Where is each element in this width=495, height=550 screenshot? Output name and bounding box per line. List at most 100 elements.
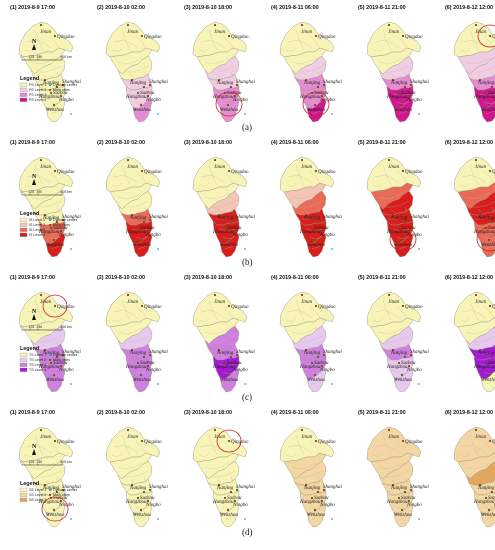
county-boundary [135, 101, 149, 105]
city-label: Qingdao [405, 35, 423, 40]
city-marker [52, 373, 56, 377]
county-boundary [461, 444, 487, 454]
city-label: Ningbo [406, 233, 422, 238]
county-boundary [198, 452, 210, 458]
legend-level-label: IS Level 1 [29, 218, 45, 222]
county-boundary [143, 71, 147, 79]
city-marker [217, 348, 221, 352]
county-boundary [372, 47, 384, 53]
city-label: Ningbo [319, 368, 335, 373]
region-area [132, 232, 153, 258]
city-label: Nanjing [42, 216, 60, 221]
scale-label: 250 [37, 190, 43, 194]
city-marker [474, 428, 478, 432]
region-area [306, 97, 327, 123]
province-map: JinanQingdaoNanjingShanghaiSuzhouHangzho… [453, 426, 495, 528]
county-boundary [42, 208, 48, 214]
cyclone-center-marker [331, 383, 333, 385]
scale-label: 250 [37, 55, 43, 59]
city-marker [52, 103, 56, 107]
county-boundary [143, 476, 147, 484]
county-boundary [48, 170, 60, 184]
city-label: Wenzhou [481, 513, 495, 518]
county-boundary [230, 71, 234, 79]
region-area [219, 232, 240, 258]
county-boundary [483, 101, 495, 105]
county-boundary [135, 236, 149, 240]
county-boundary [392, 228, 410, 232]
city-label: Hangzhou [212, 95, 234, 100]
city-marker [316, 220, 320, 224]
north-arrow: N [32, 309, 37, 320]
city-marker [313, 103, 317, 107]
county-boundary [121, 29, 131, 51]
county-boundary [302, 351, 319, 355]
county-boundary [465, 57, 491, 65]
city-label: Suzhou [140, 226, 155, 231]
county-boundary [135, 371, 149, 375]
county-boundary [477, 343, 483, 349]
county-boundary [222, 35, 234, 49]
legend-swatch [19, 362, 28, 367]
panel-title: (2) 2019-8-10 02:00 [97, 140, 145, 146]
city-label: Qingdao [318, 305, 336, 310]
county-boundary [382, 164, 392, 186]
city-label: Shanghai [62, 80, 82, 85]
county-boundary [285, 47, 297, 53]
county-boundary [48, 371, 62, 375]
city-label: Nanjing [42, 486, 60, 491]
legend-swatch [19, 492, 28, 497]
city-marker [490, 220, 494, 224]
city-label: Nanjing [216, 216, 234, 221]
city-label: Wenzhou [481, 108, 495, 113]
county-boundary [372, 182, 384, 188]
county-boundary [476, 216, 493, 220]
city-label: Hangzhou [473, 365, 495, 370]
city-marker [233, 94, 237, 98]
region-area [393, 232, 414, 258]
city-label: Suzhou [140, 361, 155, 366]
city-marker [314, 169, 318, 173]
city-label: Ningbo [145, 233, 161, 238]
city-marker [61, 353, 65, 357]
county-boundary [309, 170, 321, 184]
county-boundary [230, 341, 234, 349]
panel-title: (1) 2019-8-9 17:00 [10, 5, 55, 11]
city-label: Jinan [475, 300, 487, 305]
legend-level-label: PS Level 4 [29, 98, 46, 102]
county-boundary [208, 434, 218, 456]
county-boundary [374, 444, 400, 454]
county-boundary [222, 371, 236, 375]
county-boundary [128, 486, 145, 490]
cyclone-center-marker [70, 248, 72, 250]
region-area [473, 355, 495, 380]
county-boundary [41, 216, 58, 220]
county-boundary [491, 341, 495, 349]
county-boundary [291, 57, 317, 65]
county-boundary [385, 470, 410, 478]
subfigure-label: (b) [242, 257, 253, 267]
city-marker [49, 361, 53, 365]
region-area [393, 502, 414, 528]
city-label: Ningbo [58, 368, 74, 373]
city-marker [403, 355, 407, 359]
city-marker [487, 238, 491, 242]
city-label: Qingdao [492, 35, 495, 40]
city-label: Jinan [214, 30, 226, 35]
city-marker [320, 364, 324, 368]
city-label: Wenzhou [220, 243, 238, 248]
legend-swatch [19, 487, 28, 492]
county-boundary [218, 363, 236, 367]
city-marker [391, 348, 395, 352]
province-map: JinanQingdaoNanjingShanghaiSuzhouHangzho… [453, 291, 495, 393]
city-marker [304, 78, 308, 82]
legend-title: Legend [20, 346, 39, 352]
city-marker [316, 85, 320, 89]
county-boundary [135, 305, 147, 319]
county-boundary [50, 109, 62, 115]
city-marker [320, 229, 324, 233]
county-boundary [491, 476, 495, 484]
panel-title: (2) 2019-8-10 02:00 [97, 275, 145, 281]
